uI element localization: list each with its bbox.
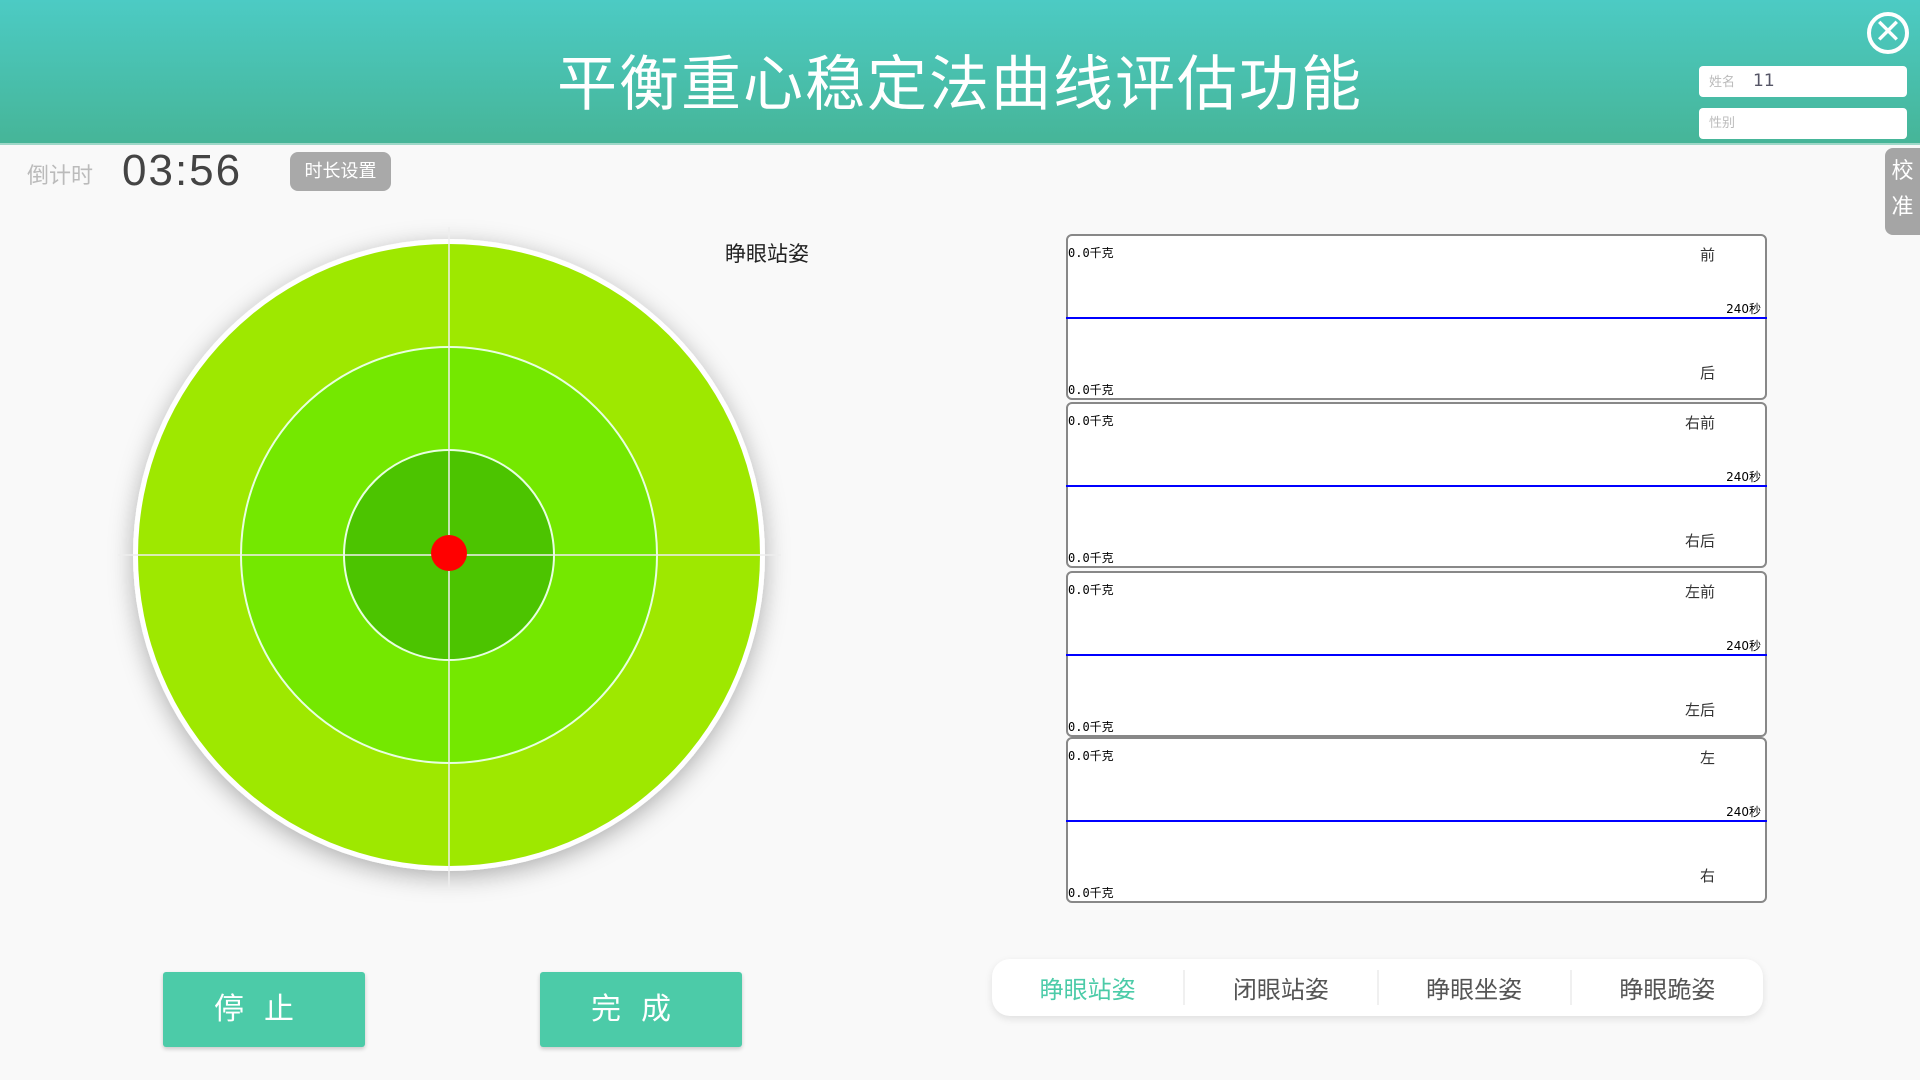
force-chart-panel: 0.0千克 左前 240秒 左后 0.0千克 — [1066, 571, 1767, 737]
top-direction: 右前 — [1684, 414, 1715, 432]
time-label: 240秒 — [1726, 805, 1761, 819]
current-pose-label: 睁眼站姿 — [725, 242, 809, 266]
duration-settings-button[interactable]: 时长设置 — [290, 152, 391, 191]
top-value: 0.0千克 — [1068, 246, 1114, 260]
bottom-value: 0.0千克 — [1068, 720, 1114, 734]
close-icon[interactable]: ✕ — [1867, 12, 1909, 54]
force-chart-panel: 0.0千克 右前 240秒 右后 0.0千克 — [1066, 402, 1767, 568]
center-of-gravity-dot — [431, 535, 467, 571]
time-label: 240秒 — [1726, 470, 1761, 484]
force-chart-panel: 0.0千克 左 240秒 右 0.0千克 — [1066, 737, 1767, 903]
bottom-value: 0.0千克 — [1068, 551, 1114, 565]
calibrate-label-2: 准 — [1891, 195, 1914, 220]
bottom-direction: 右后 — [1684, 532, 1715, 550]
time-label: 240秒 — [1726, 639, 1761, 653]
stop-button[interactable]: 停止 — [163, 972, 365, 1047]
countdown-label: 倒计时 — [27, 164, 94, 189]
bottom-direction: 右 — [1699, 867, 1715, 885]
time-label: 240秒 — [1726, 302, 1761, 316]
page-title: 平衡重心稳定法曲线评估功能 — [557, 50, 1363, 120]
baseline — [1066, 485, 1767, 487]
bottom-value: 0.0千克 — [1068, 886, 1114, 900]
finish-button[interactable]: 完成 — [540, 972, 742, 1047]
calibrate-button[interactable]: 校准 — [1885, 148, 1920, 235]
tab-eyes-closed-standing[interactable]: 闭眼站姿 — [1185, 970, 1379, 1005]
top-value: 0.0千克 — [1068, 583, 1114, 597]
name-value: 11 — [1753, 71, 1775, 91]
calibrate-label-1: 校 — [1891, 159, 1914, 184]
balance-target — [118, 227, 781, 888]
tab-eyes-open-sitting[interactable]: 睁眼坐姿 — [1379, 970, 1572, 1005]
baseline — [1066, 654, 1767, 656]
top-direction: 前 — [1699, 246, 1715, 264]
tab-eyes-open-kneeling[interactable]: 睁眼跪姿 — [1619, 976, 1716, 1004]
name-label: 姓名 — [1709, 75, 1736, 90]
gender-label: 性别 — [1709, 116, 1736, 131]
countdown-time: 03:56 — [122, 146, 243, 195]
bottom-value: 0.0千克 — [1068, 383, 1114, 397]
force-chart-panel: 0.0千克 前 240秒 后 0.0千克 — [1066, 234, 1767, 400]
name-field[interactable]: 姓名 11 — [1699, 66, 1907, 97]
gender-field[interactable]: 性别 — [1699, 108, 1907, 139]
baseline — [1066, 820, 1767, 822]
top-value: 0.0千克 — [1068, 749, 1114, 763]
pose-tabs: 睁眼站姿 闭眼站姿 睁眼坐姿 睁眼跪姿 — [992, 959, 1763, 1016]
top-direction: 左前 — [1684, 583, 1715, 601]
bottom-direction: 左后 — [1684, 701, 1715, 719]
top-direction: 左 — [1699, 749, 1715, 767]
top-value: 0.0千克 — [1068, 414, 1114, 428]
bottom-direction: 后 — [1699, 364, 1715, 382]
tab-eyes-open-standing[interactable]: 睁眼站姿 — [992, 970, 1186, 1005]
header: 平衡重心稳定法曲线评估功能 ✕ 姓名 11 性别 — [0, 0, 1920, 145]
baseline — [1066, 317, 1767, 319]
